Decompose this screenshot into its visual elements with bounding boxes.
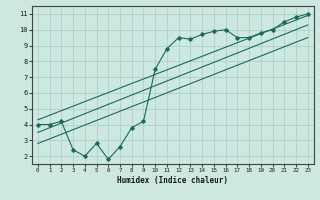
X-axis label: Humidex (Indice chaleur): Humidex (Indice chaleur) bbox=[117, 176, 228, 185]
